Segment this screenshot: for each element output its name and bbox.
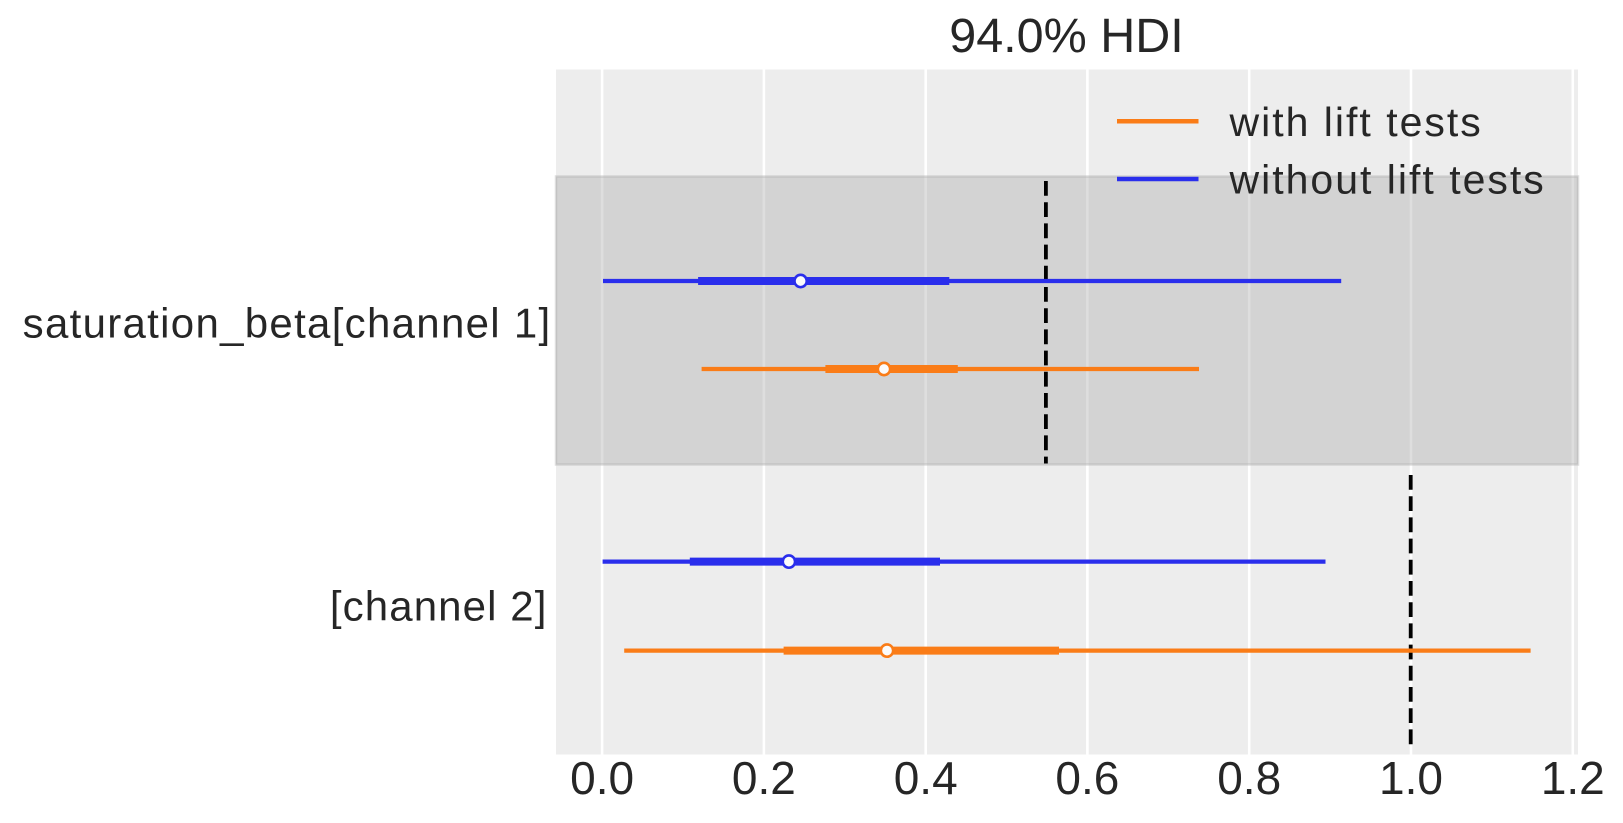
svg-text:1.2: 1.2 [1541,752,1605,804]
svg-text:94.0% HDI: 94.0% HDI [949,9,1184,63]
svg-text:0.8: 0.8 [1217,752,1281,804]
svg-text:without lift tests: without lift tests [1229,157,1546,203]
svg-text:1.0: 1.0 [1379,752,1443,804]
svg-text:[channel 2]: [channel 2] [330,582,548,629]
svg-text:0.0: 0.0 [570,752,634,804]
svg-text:0.2: 0.2 [732,752,796,804]
svg-text:0.6: 0.6 [1055,752,1119,804]
svg-text:with lift tests: with lift tests [1229,99,1483,145]
svg-text:0.4: 0.4 [894,752,958,804]
svg-text:saturation_beta[channel 1]: saturation_beta[channel 1] [23,300,552,347]
